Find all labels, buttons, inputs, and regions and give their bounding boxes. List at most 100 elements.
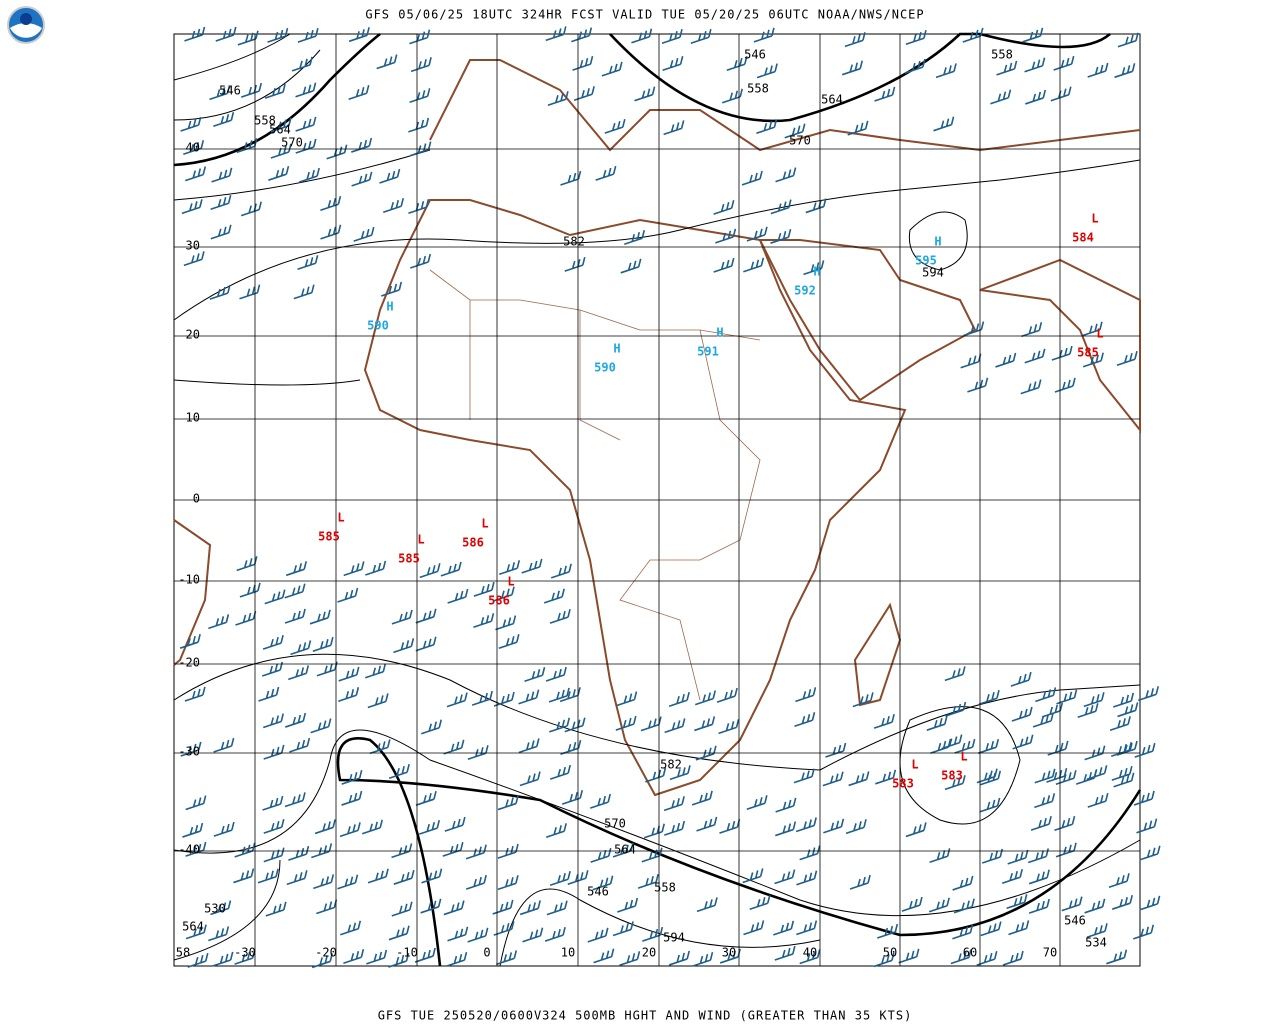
wind-barb	[612, 842, 634, 858]
wind-barb	[210, 900, 232, 916]
wind-barb	[589, 793, 611, 809]
center-value: 586	[462, 536, 484, 550]
wind-barb	[929, 848, 951, 864]
center-value: 586	[488, 594, 510, 608]
wind-barb	[1024, 57, 1046, 73]
wind-barb	[213, 112, 235, 128]
wind-barb	[962, 27, 984, 43]
wind-barb	[741, 170, 763, 186]
center-symbol: H	[613, 342, 620, 356]
wind-barb	[979, 797, 1001, 813]
wind-barb	[852, 692, 874, 708]
wind-barb	[690, 29, 712, 44]
wind-barb	[1002, 950, 1024, 966]
center-symbol: H	[386, 300, 393, 314]
wind-barb	[634, 86, 656, 102]
wind-barb	[601, 61, 623, 77]
wind-barb	[288, 665, 310, 681]
wind-barb	[901, 896, 923, 912]
wind-barb	[796, 870, 818, 886]
wind-barb	[1116, 351, 1138, 366]
wind-barb	[365, 663, 387, 679]
center-symbol: L	[481, 517, 488, 531]
wind-barb	[519, 900, 541, 916]
wind-barb	[560, 739, 582, 755]
wind-barb	[617, 897, 639, 913]
wind-barb	[1117, 32, 1139, 48]
wind-barb	[1139, 895, 1161, 911]
center-value: 595	[915, 254, 937, 268]
wind-barb	[1087, 62, 1109, 78]
wind-barb	[522, 927, 544, 943]
wind-barb	[1136, 818, 1158, 834]
wind-barb	[284, 583, 306, 599]
wind-barb	[337, 874, 359, 890]
wind-barb	[295, 82, 317, 98]
center-value: 590	[367, 319, 389, 333]
wind-barb	[213, 737, 235, 753]
lon-label: -20	[315, 946, 337, 960]
wind-barb	[471, 690, 493, 706]
wind-barb	[1034, 768, 1056, 784]
wind-barb	[615, 715, 637, 731]
wind-barb	[421, 868, 443, 884]
wind-barb	[590, 847, 612, 863]
lat-label: 0	[193, 492, 200, 506]
wind-barb	[184, 26, 206, 42]
wind-barb	[945, 701, 967, 717]
wind-barb	[348, 85, 370, 100]
wind-barb	[995, 352, 1017, 368]
wind-barb	[473, 613, 495, 629]
contour-label: 558	[254, 114, 276, 128]
wind-barb	[616, 691, 638, 707]
wind-barb	[793, 768, 815, 784]
contour-label: 564	[182, 920, 204, 934]
wind-barb	[381, 281, 403, 297]
contour-label: 530	[204, 902, 226, 916]
center-symbol: L	[1096, 327, 1103, 341]
wind-barb	[493, 920, 515, 936]
wind-barb	[320, 224, 342, 240]
wind-barb	[950, 949, 972, 965]
wind-barb	[664, 820, 686, 836]
wind-barb	[904, 58, 926, 74]
lat-label: 30	[186, 239, 200, 253]
lon-label: 40	[803, 946, 817, 960]
wind-barb	[663, 796, 685, 812]
wind-barb	[726, 56, 748, 71]
wind-barb	[743, 920, 765, 936]
wind-barb	[549, 764, 571, 780]
wind-barb	[695, 745, 717, 761]
wind-barb	[465, 874, 487, 890]
map: 40 30 20 10 0 -10 -20 -30 -40 -30 -20 -10 0 10 20 30 40 5…	[173, 26, 1161, 969]
wind-barb	[944, 666, 966, 682]
wind-barb	[415, 790, 437, 806]
wind-barb	[978, 738, 1000, 754]
wind-barb	[240, 82, 262, 98]
wind-barb	[692, 951, 714, 967]
wind-barb	[637, 873, 659, 889]
wind-barb	[841, 60, 863, 76]
wind-barb	[1111, 894, 1133, 910]
center-value: 583	[892, 777, 914, 791]
lat-label: 40	[186, 141, 200, 155]
wind-barb	[822, 771, 844, 787]
wind-barb	[746, 795, 768, 811]
wind-barb	[366, 949, 388, 965]
wind-barb	[418, 819, 441, 835]
wind-barb	[185, 166, 207, 182]
wind-barb	[1024, 348, 1046, 364]
wind-barb	[640, 716, 662, 732]
wind-barb	[341, 790, 363, 806]
europe	[429, 59, 1141, 152]
wind-barb	[796, 920, 818, 936]
contour-label: 534	[1085, 936, 1107, 950]
wind-barb	[1021, 322, 1043, 338]
madagascar	[853, 602, 902, 707]
wind-barb	[662, 56, 684, 71]
wind-barb	[518, 738, 540, 754]
wind-barb	[467, 745, 489, 761]
wind-barb	[208, 614, 230, 630]
wind-barb	[288, 845, 310, 861]
center-symbol: H	[716, 326, 723, 340]
